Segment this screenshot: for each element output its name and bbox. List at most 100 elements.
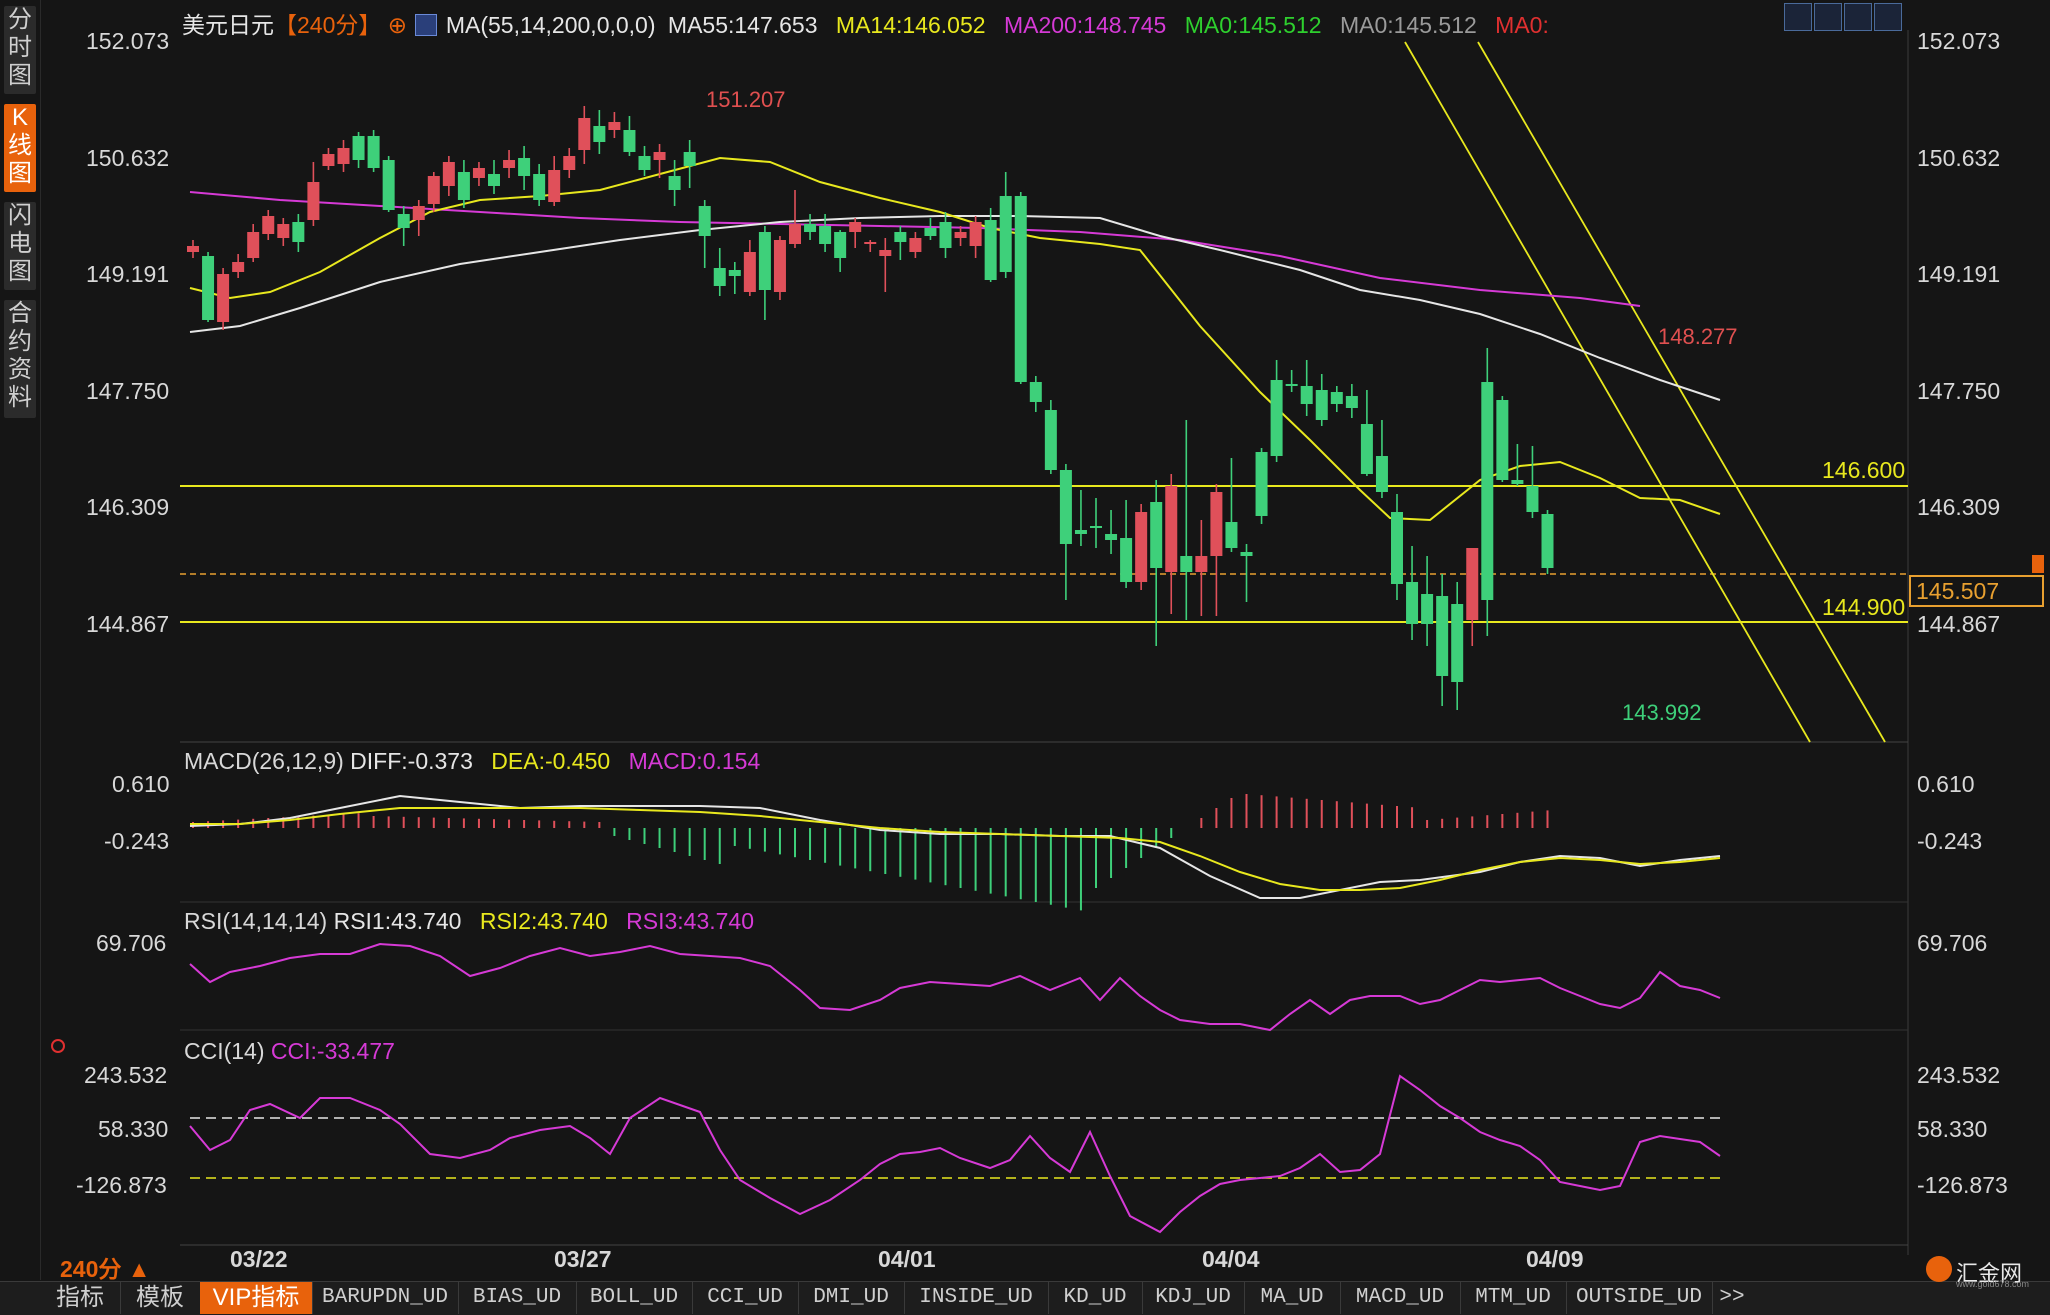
candle-body bbox=[1406, 582, 1419, 624]
candle-body bbox=[743, 252, 756, 292]
resistance-label: 146.600 bbox=[1822, 457, 1905, 483]
candle-body bbox=[698, 206, 711, 236]
toolbar-mtm[interactable]: MTM_UD bbox=[1460, 1282, 1567, 1314]
candle-body bbox=[638, 156, 651, 170]
time-axis-label: 03/27 bbox=[554, 1246, 612, 1272]
candle-body bbox=[728, 270, 741, 276]
price-axis-left-label: 146.309 bbox=[86, 494, 170, 520]
candle-body bbox=[894, 232, 907, 242]
macd-axis-right-label: -0.243 bbox=[1917, 828, 1983, 854]
current-price-box bbox=[1909, 575, 2044, 607]
candle-body bbox=[578, 118, 591, 150]
candle-body bbox=[608, 122, 621, 130]
price-axis-right-label: 150.632 bbox=[1917, 145, 2001, 171]
candle-body bbox=[683, 152, 696, 166]
price-axis-right-label: 147.750 bbox=[1917, 378, 2001, 404]
fullscreen-icon[interactable] bbox=[1874, 3, 1902, 31]
toolbar-kd[interactable]: KD_UD bbox=[1048, 1282, 1143, 1314]
candle-body bbox=[713, 268, 726, 286]
price-axis-left-label: 144.867 bbox=[86, 611, 170, 637]
candle-body bbox=[277, 224, 290, 238]
candle-body bbox=[1360, 424, 1373, 474]
candle-body bbox=[307, 182, 320, 220]
toolbar-vip-indicators[interactable]: VIP指标 bbox=[200, 1282, 313, 1314]
price-axis-right-label: 152.073 bbox=[1917, 28, 2001, 54]
toolbar-kdj[interactable]: KDJ_UD bbox=[1142, 1282, 1245, 1314]
price-axis-left-label: 152.073 bbox=[86, 28, 170, 54]
chart-header: 美元日元【240分】 ⊕ MA(55,14,200,0,0,0) MA55:14… bbox=[182, 6, 1549, 40]
tab-time-chart[interactable]: 分时图 bbox=[4, 6, 36, 94]
toolbar-more-button[interactable]: >> bbox=[1719, 1286, 1745, 1309]
layout-split-icon[interactable] bbox=[1814, 3, 1842, 31]
candle-body bbox=[653, 152, 666, 160]
cci-axis-left-label: -126.873 bbox=[76, 1172, 167, 1198]
candle-body bbox=[202, 256, 215, 320]
candle-body bbox=[1541, 514, 1554, 568]
candle-body bbox=[954, 232, 967, 238]
candle-body bbox=[397, 214, 410, 228]
draw-tools-icon[interactable] bbox=[1844, 3, 1872, 31]
candle-body bbox=[1195, 556, 1208, 572]
toolbar-inside[interactable]: INSIDE_UD bbox=[904, 1282, 1049, 1314]
candle-body bbox=[1225, 522, 1238, 548]
indicator-toolbar bbox=[0, 1281, 2050, 1315]
toolbar-outside[interactable]: OUTSIDE_UD bbox=[1566, 1282, 1713, 1314]
candle-body bbox=[1090, 526, 1102, 528]
macd-axis-right-label: 0.610 bbox=[1917, 771, 1975, 797]
toolbar-ma[interactable]: MA_UD bbox=[1244, 1282, 1341, 1314]
candle-body bbox=[924, 228, 937, 236]
price-axis-right-label: 146.309 bbox=[1917, 494, 2001, 520]
candle-body bbox=[1451, 604, 1464, 682]
toolbar-barupdn[interactable]: BARUPDN_UD bbox=[312, 1282, 459, 1314]
candle-body bbox=[1466, 548, 1479, 620]
candle-body bbox=[1496, 400, 1509, 480]
price-axis-left-label: 150.632 bbox=[86, 145, 170, 171]
tab-kline-chart[interactable]: K线图 bbox=[4, 104, 36, 192]
rsi-axis-left-label: 69.706 bbox=[96, 930, 167, 956]
candle-body bbox=[1421, 594, 1434, 624]
rsi-axis-right-label: 69.706 bbox=[1917, 930, 1988, 956]
candle-body bbox=[1330, 392, 1343, 404]
period-selector[interactable]: 240分 ▲ bbox=[60, 1256, 151, 1282]
candle-body bbox=[548, 170, 561, 202]
toolbar-dmi[interactable]: DMI_UD bbox=[798, 1282, 905, 1314]
candle-body bbox=[563, 156, 576, 170]
toolbar-boll[interactable]: BOLL_UD bbox=[576, 1282, 693, 1314]
toolbar-templates[interactable]: 模板 bbox=[120, 1282, 201, 1314]
rsi-line bbox=[189, 942, 1721, 1032]
candle-body bbox=[352, 136, 365, 160]
price-chart[interactable]: 151.207 148.277 143.992 146.600 144.900 … bbox=[0, 0, 2050, 1280]
macd-dea-value: DEA:-0.450 bbox=[491, 748, 611, 774]
rsi-title: RSI(14,14,14) bbox=[184, 908, 328, 934]
candle-body bbox=[518, 158, 531, 176]
layout-grid-icon[interactable] bbox=[1784, 3, 1812, 31]
channel-line-upper bbox=[1477, 41, 1886, 743]
toolbar-indicators[interactable]: 指标 bbox=[40, 1282, 121, 1314]
macd-axis-left-label: 0.610 bbox=[112, 771, 170, 797]
candle-body bbox=[984, 220, 997, 280]
toolbar-bias[interactable]: BIAS_UD bbox=[458, 1282, 577, 1314]
candle-body bbox=[1135, 512, 1148, 582]
toolbar-macd[interactable]: MACD_UD bbox=[1340, 1282, 1461, 1314]
candle-body bbox=[1120, 538, 1133, 582]
brand-name: 汇金网 bbox=[1956, 1261, 2023, 1286]
period-label[interactable]: 【240分】 bbox=[274, 12, 382, 38]
cci-axis-right-label: 243.532 bbox=[1917, 1062, 2001, 1088]
candle-body bbox=[969, 222, 982, 246]
ma0c-value: MA0: bbox=[1495, 12, 1549, 38]
candle-body bbox=[879, 250, 892, 256]
rsi1-value: RSI1:43.740 bbox=[333, 908, 462, 934]
candle-body bbox=[457, 172, 470, 200]
toolbar-cci[interactable]: CCI_UD bbox=[692, 1282, 799, 1314]
candle-body bbox=[1150, 502, 1163, 568]
cci-axis-left-label: 58.330 bbox=[98, 1116, 169, 1142]
ma55-line bbox=[189, 215, 1721, 401]
add-indicator-icon[interactable]: ⊕ bbox=[387, 12, 408, 38]
candle-body bbox=[1300, 386, 1313, 404]
candle-body bbox=[1240, 552, 1253, 556]
settings-dot-icon bbox=[51, 1039, 65, 1053]
ma-chart-icon[interactable] bbox=[415, 14, 438, 36]
tab-contract-info[interactable]: 合约资料 bbox=[4, 300, 36, 418]
time-axis-label: 04/01 bbox=[878, 1246, 936, 1272]
tab-flash-chart[interactable]: 闪电图 bbox=[4, 202, 36, 290]
